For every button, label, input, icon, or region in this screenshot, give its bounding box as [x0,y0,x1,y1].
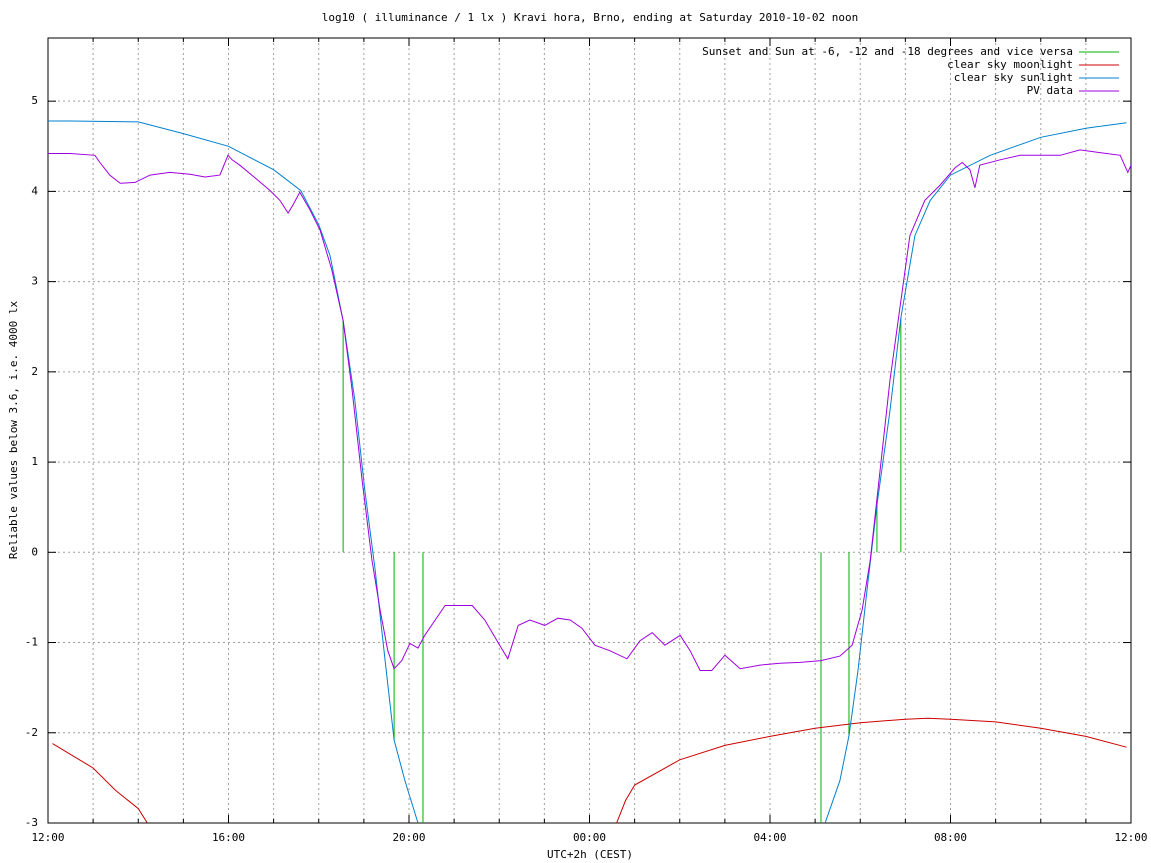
y-tick-label: -3 [25,816,38,829]
y-axis-label: Reliable values below 3.6, i.e. 4000 lx [7,300,20,559]
legend-label: Sunset and Sun at -6, -12 and -18 degree… [702,45,1073,58]
x-tick-label: 12:00 [31,831,64,844]
series-line [616,717,1127,823]
y-tick-label: 3 [31,275,38,288]
series-line [52,743,148,823]
x-tick-label: 16:00 [212,831,245,844]
y-tick-label: -1 [25,636,38,649]
x-tick-label: 20:00 [392,831,425,844]
legend-label: clear sky moonlight [947,58,1073,71]
y-tick-label: 5 [31,94,38,107]
x-tick-label: 04:00 [753,831,786,844]
series-line [48,149,1131,671]
x-tick-label: 08:00 [934,831,967,844]
series-line [824,122,1127,823]
x-axis-label: UTC+2h (CEST) [547,848,633,861]
y-tick-label: 4 [31,184,38,197]
series-line [48,120,419,823]
legend-label: PV data [1027,84,1073,97]
y-tick-label: -2 [25,726,38,739]
x-tick-label: 12:00 [1114,831,1147,844]
plot-area [48,120,1131,823]
y-tick-label: 0 [31,545,38,558]
x-tick-label: 00:00 [573,831,606,844]
y-tick-label: 1 [31,455,38,468]
chart-title: log10 ( illuminance / 1 lx ) Kravi hora,… [322,11,858,24]
plot-frame [47,37,1132,824]
y-tick-label: 2 [31,365,38,378]
legend-label: clear sky sunlight [954,71,1073,84]
